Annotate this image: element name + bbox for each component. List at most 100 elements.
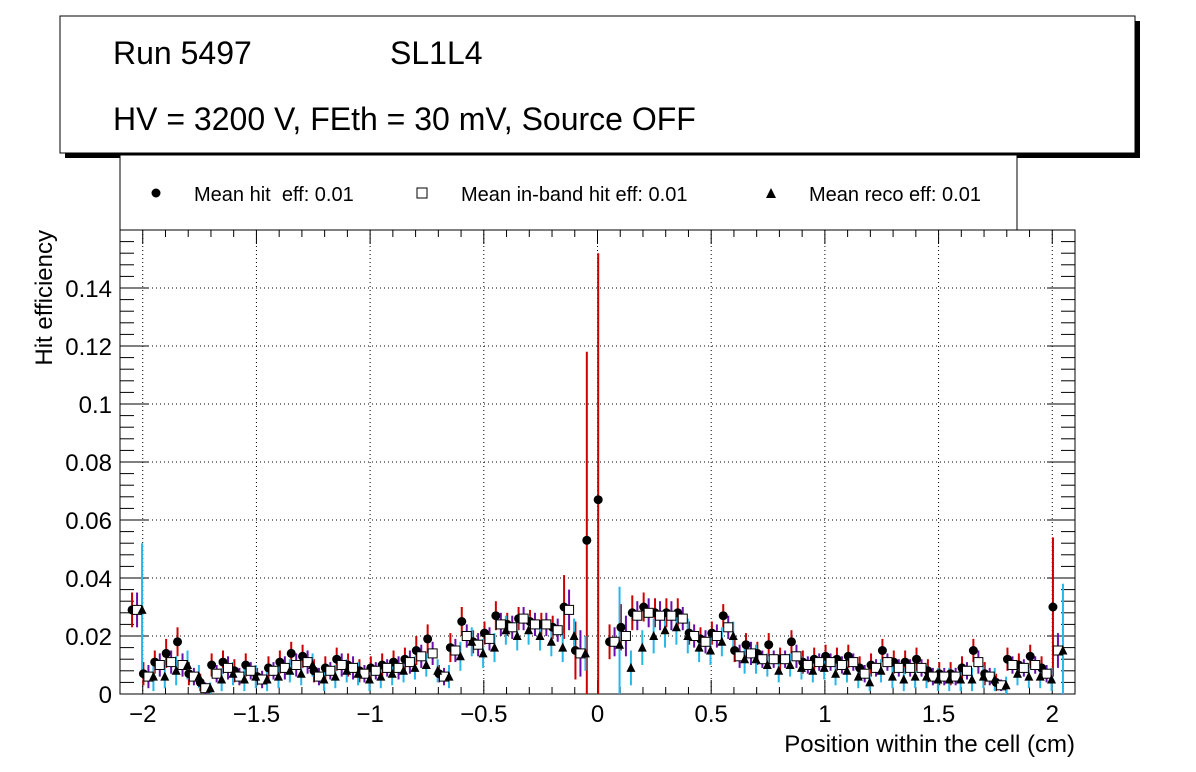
x-tick-label: −1 (356, 701, 383, 728)
data-point-triangle (956, 674, 966, 684)
data-point-triangle (774, 665, 784, 675)
data-point-square (382, 662, 393, 673)
data-point-triangle (751, 654, 761, 664)
data-point-triangle (717, 636, 727, 646)
data-point-triangle (853, 671, 863, 681)
data-point-triangle (364, 674, 374, 684)
data-point-square (745, 648, 756, 659)
data-point-square (223, 662, 234, 673)
x-tick-label: 0.5 (695, 701, 728, 728)
data-point-circle (786, 637, 796, 647)
data-point-triangle (637, 642, 647, 652)
data-point-circle (593, 495, 603, 505)
data-point-square (268, 665, 279, 676)
data-point-square (666, 610, 677, 621)
data-point-square (905, 662, 916, 673)
data-point-square (427, 648, 438, 659)
data-point-triangle (342, 665, 352, 675)
legend-entry-inband: Mean in-band hit eff: 0.01 (416, 184, 687, 206)
data-point-circle (741, 640, 751, 650)
data-point-circle (161, 648, 171, 658)
y-tick-label: 0.14 (65, 276, 112, 303)
legend-marker-circle (151, 188, 161, 198)
data-point-triangle (171, 665, 181, 675)
data-point-triangle (467, 636, 477, 646)
data-point-circle (173, 637, 183, 647)
data-point-square (1041, 668, 1052, 679)
data-point-square (507, 622, 518, 633)
data-point-triangle (728, 631, 738, 640)
data-point-triangle (831, 668, 841, 678)
data-points (127, 253, 1068, 694)
legend-entry-hit: Mean hit eff: 0.01 (151, 184, 354, 206)
y-axis-label: Hit efficiency (31, 230, 58, 366)
data-point-square (518, 613, 529, 624)
y-tick-label: 0.04 (65, 566, 112, 593)
data-point-triangle (353, 668, 363, 678)
data-point-circle (457, 617, 467, 626)
data-point-circle (968, 646, 978, 655)
data-point-square (291, 660, 302, 670)
data-point-square (655, 610, 666, 621)
data-point-triangle (330, 671, 340, 681)
data-point-triangle (433, 665, 443, 675)
data-point-square (1007, 660, 1018, 670)
data-point-circle (764, 640, 774, 650)
x-tick-label: −0.5 (460, 701, 507, 728)
series-circle (131, 253, 1054, 694)
data-point-triangle (205, 683, 215, 693)
data-point-square (791, 651, 802, 662)
data-point-square (780, 654, 791, 665)
data-point-square (632, 610, 643, 621)
data-point-square (1030, 660, 1041, 670)
data-point-circle (912, 654, 922, 664)
data-point-triangle (444, 671, 454, 681)
data-point-triangle (649, 631, 659, 640)
data-point-triangle (887, 671, 897, 681)
data-point-square (802, 660, 813, 670)
data-point-triangle (740, 654, 750, 664)
data-point-square (893, 662, 904, 673)
markers-triangle (137, 604, 1068, 693)
y-tick-label: 0.08 (65, 450, 112, 477)
data-point-triangle (785, 660, 795, 669)
data-point-triangle (455, 651, 465, 661)
data-point-triangle (387, 668, 397, 678)
data-point-triangle (660, 625, 670, 635)
data-point-square (643, 607, 654, 618)
y-tick-label: 0.02 (65, 624, 112, 651)
data-point-triangle (933, 674, 943, 684)
data-point-square (348, 662, 359, 673)
data-point-square (336, 660, 347, 670)
data-point-square (541, 619, 552, 630)
data-point-triangle (273, 671, 283, 681)
data-point-triangle (706, 645, 716, 655)
x-tick-label: 1 (818, 701, 831, 728)
data-point-triangle (183, 660, 193, 669)
data-point-triangle (978, 671, 988, 681)
data-point-triangle (671, 622, 681, 632)
data-point-triangle (990, 674, 1000, 684)
y-tick-label: 0 (99, 682, 112, 709)
data-point-triangle (478, 648, 488, 658)
data-point-triangle (194, 671, 204, 681)
data-point-triangle (626, 662, 636, 672)
data-point-triangle (842, 665, 852, 675)
data-point-triangle (796, 662, 806, 672)
data-point-triangle (535, 631, 545, 640)
data-point-square (450, 645, 461, 656)
data-point-square (529, 619, 540, 630)
x-tick-labels: −2 −1.5 −1 −0.5 0 0.5 1 1.5 2 (129, 701, 1059, 728)
data-point-triangle (1012, 668, 1022, 678)
x-axis-label: Position within the cell (cm) (784, 731, 1075, 758)
data-point-square (825, 657, 836, 668)
data-point-square (325, 665, 336, 676)
data-point-square (882, 657, 893, 668)
title-box (59, 15, 1136, 154)
data-point-triangle (319, 674, 329, 684)
data-point-triangle (160, 671, 170, 681)
y-tick-label: 0.1 (79, 392, 112, 419)
data-point-square (416, 651, 427, 662)
data-point-triangle (558, 642, 568, 652)
